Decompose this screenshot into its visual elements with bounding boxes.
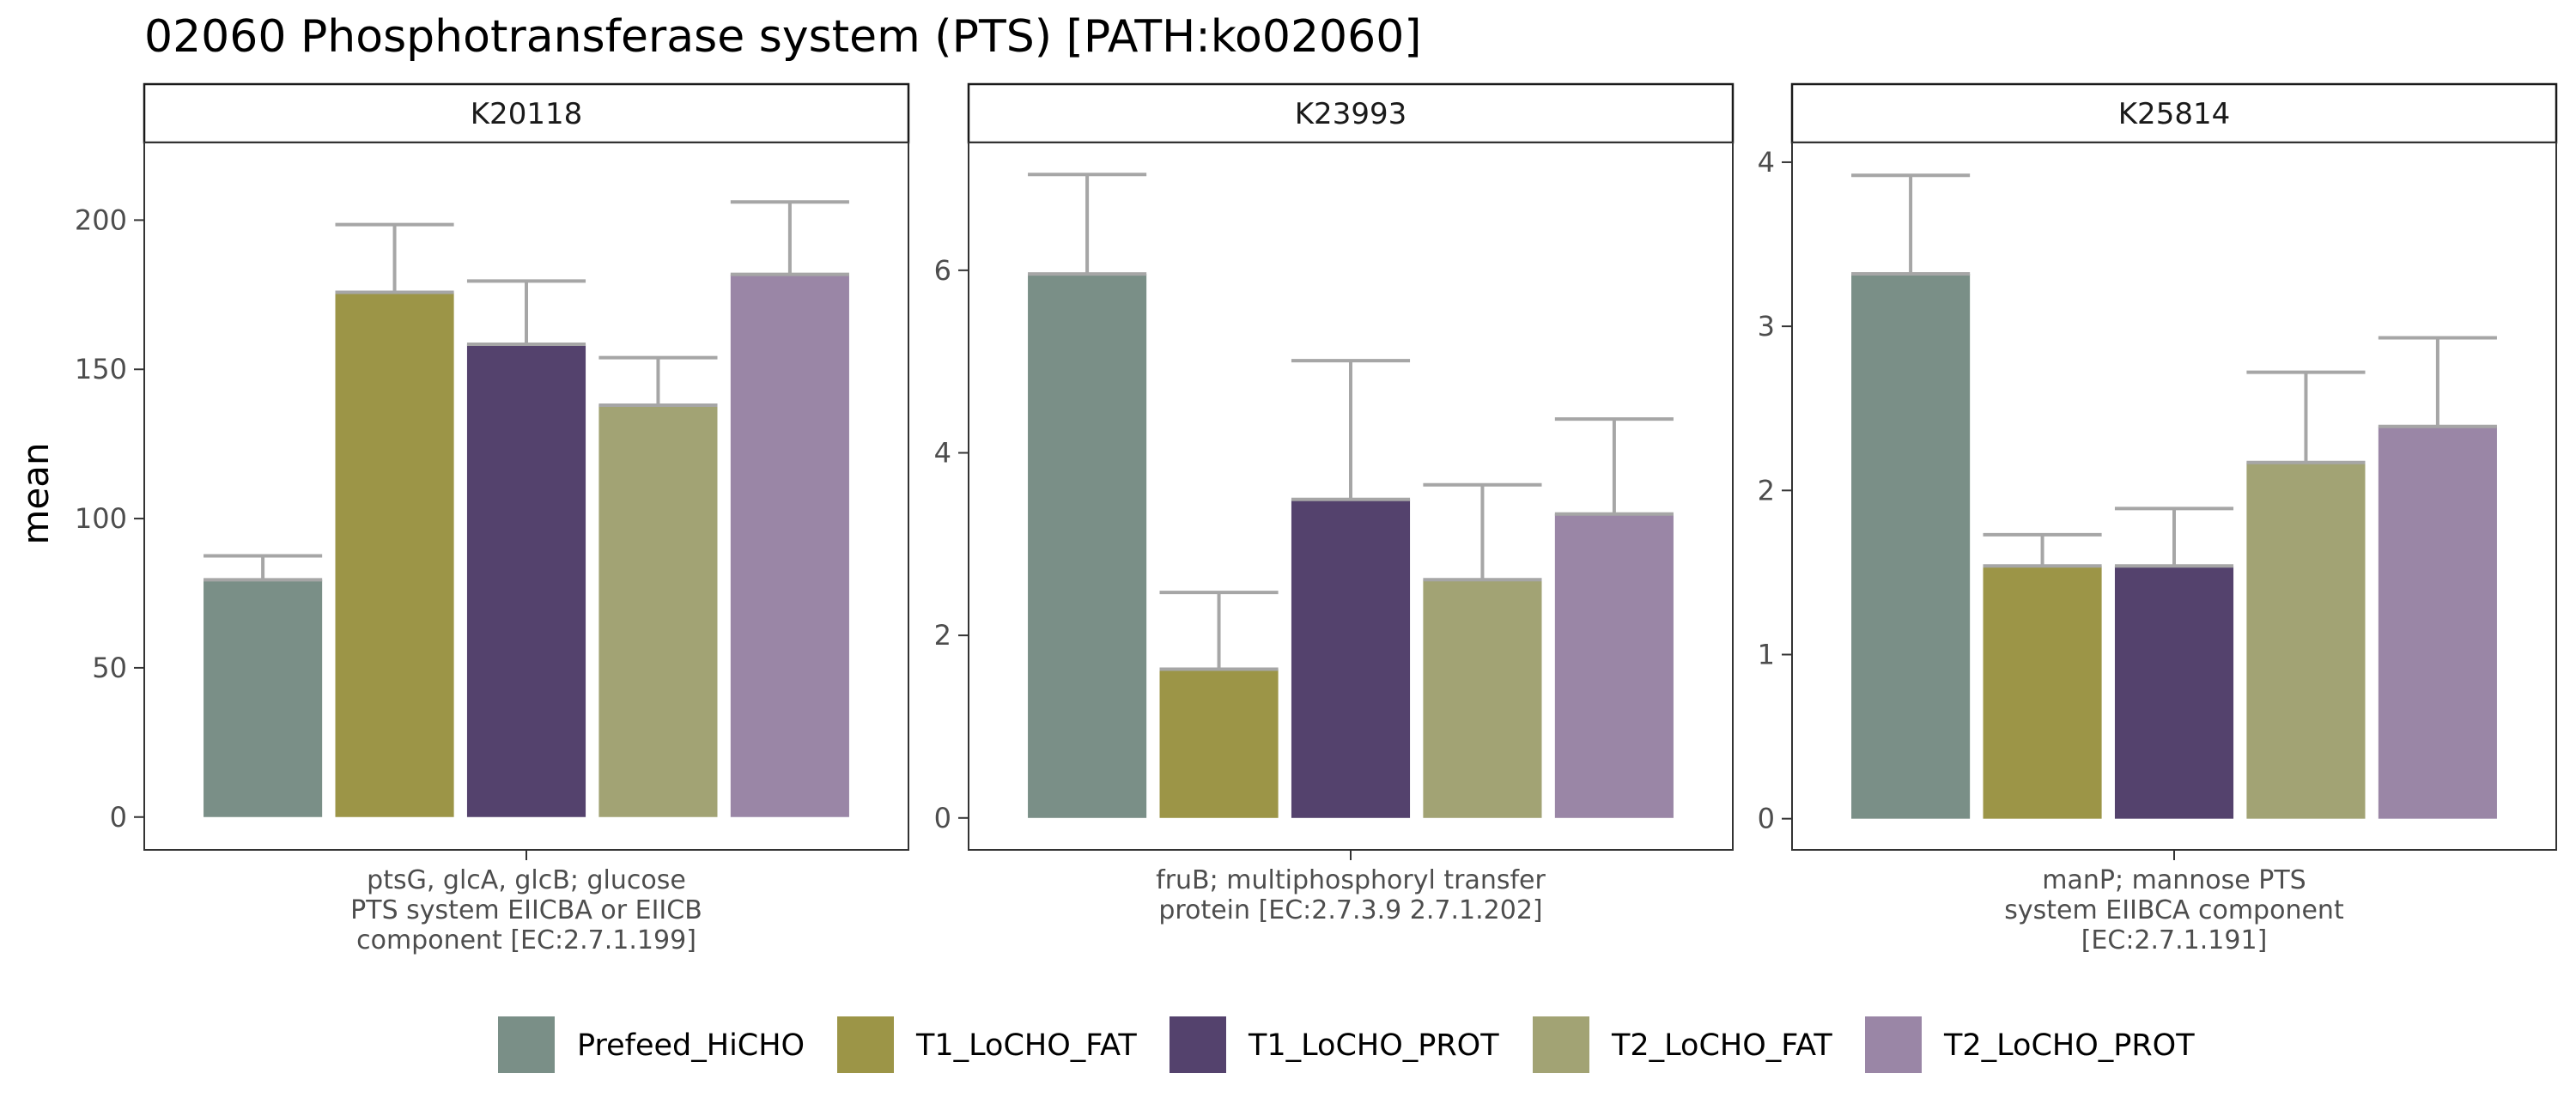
chart-title: 02060 Phosphotransferase system (PTS) [P… [144,11,1422,63]
legend: Prefeed_HiCHO T1_LoCHO_FAT T1_LoCHO_PROT T2… [498,1016,2195,1073]
bar-T2_LoCHO_PROT [730,274,849,817]
bar-T1_LoCHO_PROT [1291,499,1411,818]
bar-T1_LoCHO_PROT [2114,566,2234,819]
x-category-label-line: component [EC:2.7.1.199] [356,925,696,955]
legend-swatch [498,1016,555,1073]
y-tick-label: 200 [75,203,127,236]
y-tick-label: 1 [1758,638,1775,670]
y-axis-label: mean [15,442,57,544]
bar-T2_LoCHO_FAT [598,404,718,817]
facet-strip [143,82,910,144]
y-tick-label: 150 [75,353,127,385]
facet-panel-K25814: K25814 0 1 2 3 4 manP; mannose PTS system EIIBC… [1758,82,2558,955]
bar-Prefeed_HiCHO [204,579,323,817]
x-category-label-line: ptsG, glcA, glcB; glucose [367,865,686,895]
facet-strip [967,82,1735,144]
y-tick-label: 50 [92,652,127,684]
x-category-label-line: system EIIBCA component [2004,895,2344,925]
legend-swatch [837,1016,894,1073]
legend-swatch [1170,1016,1226,1073]
x-category-label-line: [EC:2.7.1.191] [2081,925,2268,955]
bar-T2_LoCHO_PROT [2378,426,2497,819]
legend-label: T1_LoCHO_FAT [915,1028,1137,1063]
facet-panel-K23993: K23993 0 2 4 6 fruB; multiphosphoryl transfer… [934,82,1735,925]
y-tick-label: 4 [934,436,951,469]
x-category-label: ptsG, glcA, glcB; glucose PTS system EIIC… [350,865,702,955]
bar-T1_LoCHO_FAT [335,292,454,817]
facet-strip-label: K20118 [471,97,582,131]
y-tick-label: 0 [110,801,127,834]
y-tick-label: 3 [1758,310,1775,343]
y-tick-label: 0 [1758,803,1775,835]
legend-item-Prefeed_HiCHO: Prefeed_HiCHO [498,1016,805,1073]
legend-label: Prefeed_HiCHO [577,1028,805,1063]
x-category-label-line: fruB; multiphosphoryl transfer [1156,865,1546,895]
bar-Prefeed_HiCHO [1851,273,1971,819]
legend-item-T2_LoCHO_PROT: T2_LoCHO_PROT [1865,1016,2195,1073]
facet-strip-label: K23993 [1295,97,1406,131]
y-tick-label: 2 [1758,474,1775,506]
legend-swatch [1533,1016,1589,1073]
bar-Prefeed_HiCHO [1028,274,1147,818]
y-tick-label: 0 [934,802,951,834]
bar-T1_LoCHO_FAT [1159,669,1279,818]
legend-swatch [1865,1016,1922,1073]
bar-T1_LoCHO_FAT [1983,566,2102,819]
y-tick-label: 4 [1758,146,1775,179]
bar-T2_LoCHO_FAT [1423,579,1542,818]
legend-item-T1_LoCHO_PROT: T1_LoCHO_PROT [1170,1016,1499,1073]
x-category-label-line: manP; mannose PTS [2042,865,2306,895]
bar-T1_LoCHO_PROT [466,344,586,817]
legend-label: T1_LoCHO_PROT [1248,1028,1499,1063]
legend-label: T2_LoCHO_PROT [1943,1028,2195,1063]
legend-label: T2_LoCHO_FAT [1611,1028,1832,1063]
legend-item-T2_LoCHO_FAT: T2_LoCHO_FAT [1533,1016,1832,1073]
y-tick-label: 2 [934,619,951,652]
bar-T2_LoCHO_FAT [2246,462,2366,819]
x-category-label: manP; mannose PTS system EIIBCA component… [2004,865,2344,955]
y-tick-label: 100 [75,502,127,535]
facet-strip [1790,82,2558,144]
x-category-label-line: PTS system EIICBA or EIICB [350,895,702,925]
x-category-label-line: protein [EC:2.7.3.9 2.7.1.202] [1158,895,1542,925]
bar-T2_LoCHO_PROT [1554,513,1674,818]
legend-item-T1_LoCHO_FAT: T1_LoCHO_FAT [837,1016,1137,1073]
facet-panel-K20118: K20118 0 50 100 150 200 ptsG, glcA, glcB; gluc… [75,82,910,955]
facet-strip-label: K25814 [2118,97,2230,131]
x-category-label: fruB; multiphosphoryl transfer protein [E… [1156,865,1546,925]
y-tick-label: 6 [934,254,951,287]
